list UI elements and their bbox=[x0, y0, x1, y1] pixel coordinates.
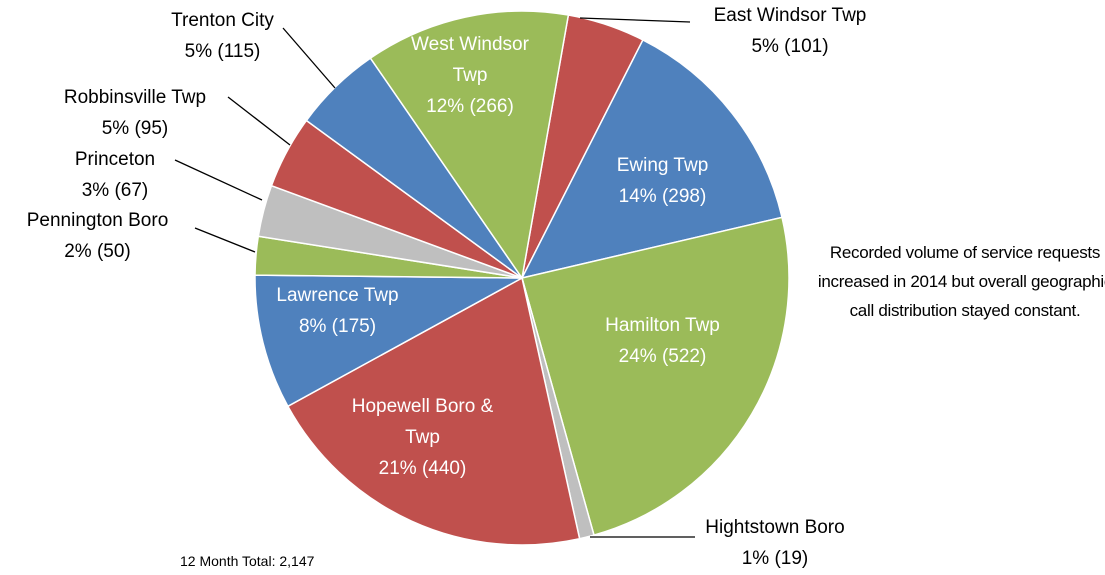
category-label: Pennington Boro bbox=[26, 210, 169, 231]
slice-label: Trenton City 5% (115) bbox=[145, 5, 300, 67]
category-label: West Windsor Twp bbox=[411, 34, 529, 86]
leader-line bbox=[579, 17, 691, 23]
value-label: 2% (50) bbox=[64, 241, 131, 262]
value-label: 1% (19) bbox=[741, 548, 809, 569]
value-label: 8% (175) bbox=[298, 316, 377, 337]
value-label: 24% (522) bbox=[618, 346, 707, 367]
slice-label: Pennington Boro 2% (50) bbox=[0, 205, 195, 267]
slice-label: Ewing Twp 14% (298) bbox=[570, 150, 755, 212]
footnote: 12 Month Total: 2,147 bbox=[180, 553, 315, 569]
slice-label: Hamilton Twp 24% (522) bbox=[570, 310, 755, 372]
category-label: Lawrence Twp bbox=[276, 285, 399, 306]
value-label: 3% (67) bbox=[81, 180, 149, 201]
leader-line bbox=[194, 227, 256, 253]
pie-slice bbox=[521, 216, 790, 537]
value-label: 5% (115) bbox=[184, 41, 261, 62]
category-label: East Windsor Twp bbox=[713, 5, 867, 26]
category-label: Trenton City bbox=[171, 10, 274, 31]
category-label: Ewing Twp bbox=[616, 155, 709, 176]
category-label: Hightstown Boro bbox=[705, 517, 845, 538]
slice-label: Lawrence Twp 8% (175) bbox=[250, 280, 425, 342]
slice-label: Robbinsville Twp 5% (95) bbox=[40, 82, 230, 144]
value-label: 12% (266) bbox=[426, 96, 514, 117]
slice-label: West Windsor Twp 12% (266) bbox=[395, 29, 545, 122]
category-label: Princeton bbox=[74, 149, 156, 170]
annotation: Recorded volume of service requests incr… bbox=[817, 243, 1105, 320]
pie-slice bbox=[369, 10, 570, 280]
value-label: 14% (298) bbox=[618, 186, 707, 207]
slice-label: East Windsor Twp 5% (101) bbox=[690, 0, 890, 62]
pie-slice bbox=[520, 38, 783, 280]
slice-label: Hopewell Boro & Twp 21% (440) bbox=[340, 391, 505, 484]
value-label: 5% (95) bbox=[101, 118, 169, 139]
slice-label: Hightstown Boro 1% (19) bbox=[690, 512, 860, 574]
category-label: Hamilton Twp bbox=[605, 315, 720, 336]
slice-label: Princeton 3% (67) bbox=[45, 144, 185, 206]
leader-line bbox=[227, 96, 291, 146]
category-label: Hopewell Boro & Twp bbox=[351, 396, 494, 448]
pie-slice bbox=[254, 274, 525, 408]
leader-line bbox=[174, 159, 263, 201]
value-label: 5% (101) bbox=[751, 36, 829, 57]
pie-slice bbox=[286, 276, 581, 546]
leader-line bbox=[282, 27, 336, 89]
value-label: 21% (440) bbox=[378, 458, 467, 479]
category-label: Robbinsville Twp bbox=[63, 87, 207, 108]
